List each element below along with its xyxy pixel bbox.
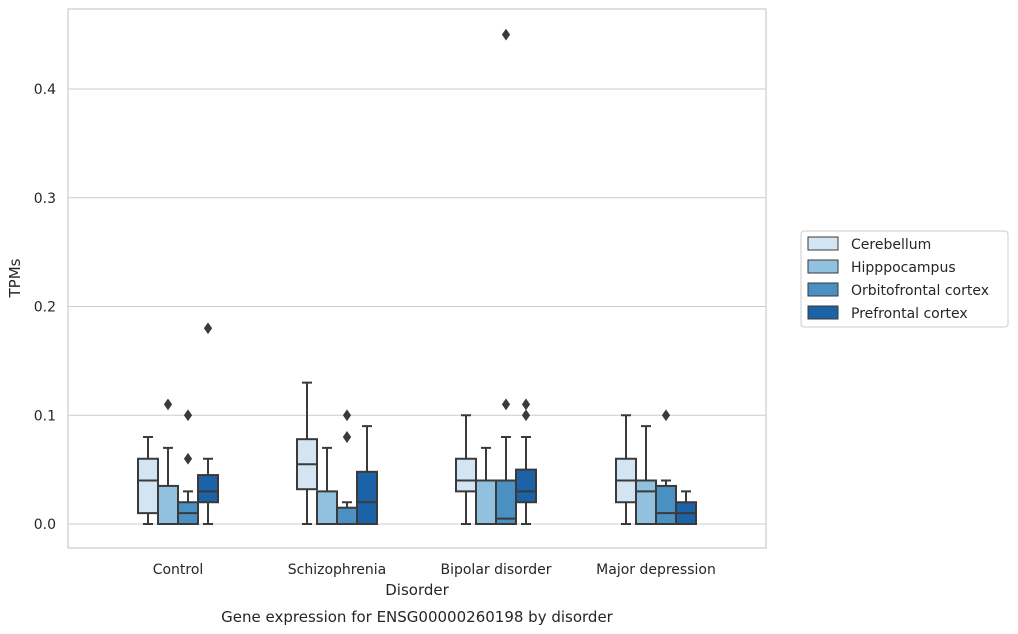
plot-frame (67, 8, 767, 549)
box-series (137, 28, 697, 525)
x-tick-label: Bipolar disorder (440, 562, 551, 578)
y-tick-label: 0.4 (34, 82, 56, 98)
outlier-point (163, 398, 173, 411)
box (615, 414, 637, 525)
box (296, 381, 318, 525)
box (515, 398, 537, 525)
chart-title: Gene expression for ENSG00000260198 by d… (221, 608, 614, 626)
legend-label: Hipppocampus (851, 260, 956, 276)
box-iqr (316, 490, 338, 525)
y-tick-label: 0.3 (34, 191, 56, 207)
legend-swatch (807, 305, 839, 320)
outlier-point (183, 452, 193, 465)
box-iqr (475, 479, 497, 525)
outlier-point (183, 409, 193, 422)
box-iqr (137, 457, 159, 515)
outlier-point (521, 398, 531, 411)
legend: Cerebellum Hipppocampus Orbitofrontal cort… (800, 230, 1009, 328)
box (336, 409, 358, 525)
outlier-point (661, 409, 671, 422)
box-iqr (336, 506, 358, 525)
outlier-point (501, 28, 511, 41)
legend-label: Prefrontal cortex (851, 306, 968, 322)
outlier-point (521, 409, 531, 422)
legend-label: Orbitofrontal cortex (851, 283, 989, 299)
box-iqr (157, 484, 179, 525)
y-axis-title: TPMs (6, 258, 24, 298)
x-tick-label: Major depression (596, 562, 716, 578)
box-iqr (515, 468, 537, 504)
outlier-point (203, 322, 213, 335)
box (635, 425, 657, 525)
y-tick-label: 0.0 (34, 517, 56, 533)
box-iqr (635, 479, 657, 525)
box (316, 446, 338, 525)
x-axis-title: Disorder (385, 581, 449, 599)
outlier-point (342, 409, 352, 422)
box (455, 414, 477, 525)
y-tick-label: 0.1 (34, 408, 56, 424)
plot-background (68, 9, 766, 548)
box-iqr (455, 457, 477, 493)
box-iqr (495, 479, 517, 525)
box (356, 425, 378, 525)
x-tick-labels: Control Schizophrenia Bipolar disorder Majo… (153, 562, 716, 578)
outlier-point (342, 431, 352, 443)
box (675, 490, 697, 525)
legend-swatch (807, 282, 839, 297)
outlier-point (501, 398, 511, 411)
x-tick-label: Schizophrenia (288, 562, 386, 578)
box (475, 446, 497, 525)
box-iqr (655, 484, 677, 525)
y-tick-labels: 0.0 0.1 0.2 0.3 0.4 (34, 82, 56, 533)
legend-frame (800, 230, 1009, 328)
y-tick-label: 0.2 (34, 300, 56, 316)
box-iqr (197, 474, 219, 504)
x-tick-label: Control (153, 562, 204, 578)
box (197, 322, 219, 525)
box (177, 409, 199, 525)
legend-swatch (807, 236, 839, 251)
legend-swatch (807, 259, 839, 274)
legend-label: Cerebellum (851, 237, 931, 253)
box-iqr (356, 470, 378, 525)
